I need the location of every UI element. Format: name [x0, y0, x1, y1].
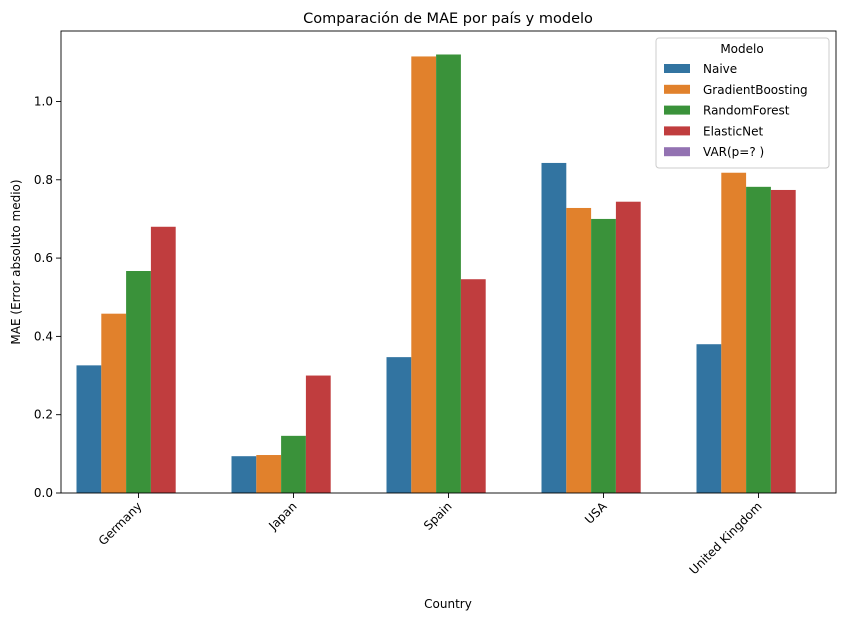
y-axis: 0.0 0.2 0.4 0.6 0.8 1.0 [34, 94, 61, 500]
x-axis-title: Country [424, 597, 472, 611]
y-tick-label: 0.0 [34, 486, 53, 500]
legend-label: ElasticNet [703, 124, 764, 138]
x-axis: Germany Japan Spain USA United Kingdom [96, 493, 765, 577]
legend-swatch [664, 126, 690, 136]
bar-gradientboosting-japan [256, 455, 282, 493]
legend-label: GradientBoosting [703, 83, 808, 97]
legend-box [655, 37, 830, 169]
bar-gradientboosting-united-kingdom [721, 172, 747, 493]
bar-naive-united-kingdom [696, 344, 722, 493]
legend-label: RandomForest [703, 104, 790, 118]
chart-title: Comparación de MAE por país y modelo [303, 11, 593, 27]
bar-elasticnet-usa [615, 201, 641, 493]
x-tick-label: USA [582, 499, 610, 527]
legend: Modelo Naive GradientBoosting RandomForest… [655, 37, 830, 169]
y-tick-label: 0.6 [34, 251, 53, 265]
legend-label: VAR(p=? ) [703, 145, 764, 159]
bar-elasticnet-germany [150, 226, 176, 494]
y-axis-title: MAE (Error absoluto medio) [9, 179, 23, 344]
legend-label: Naive [703, 62, 737, 76]
bar-elasticnet-japan [305, 375, 331, 493]
legend-swatch [664, 147, 690, 157]
x-tick-label: Japan [265, 499, 299, 533]
y-tick-label: 0.8 [34, 173, 53, 187]
bar-gradientboosting-germany [101, 313, 127, 493]
y-tick-label: 0.2 [34, 408, 53, 422]
legend-swatch [664, 84, 690, 94]
plot-frame [60, 30, 837, 494]
bar-naive-usa [541, 162, 567, 493]
bar-naive-germany [76, 365, 102, 493]
legend-swatch [664, 105, 690, 115]
bar-naive-spain [386, 357, 412, 493]
legend-title: Modelo [720, 42, 763, 56]
x-tick-label: Germany [96, 499, 145, 548]
bar-gradientboosting-spain [411, 56, 437, 493]
bar-randomforest-germany [126, 271, 151, 493]
y-tick-label: 1.0 [34, 94, 53, 108]
bar-elasticnet-spain [460, 279, 486, 493]
legend-items: Naive GradientBoosting RandomForest Elastic… [664, 62, 808, 159]
bar-randomforest-japan [281, 435, 306, 493]
y-tick-label: 0.4 [34, 329, 53, 343]
bar-naive-japan [231, 456, 257, 493]
legend-swatch [664, 64, 690, 73]
bar-randomforest-united-kingdom [746, 186, 771, 493]
bar-elasticnet-united-kingdom [770, 189, 796, 493]
bar-randomforest-usa [591, 218, 616, 494]
bars-group [76, 54, 796, 494]
x-tick-label: Spain [421, 499, 455, 533]
bar-randomforest-spain [436, 54, 461, 494]
x-tick-label: United Kingdom [687, 499, 765, 577]
bar-gradientboosting-usa [566, 207, 592, 494]
